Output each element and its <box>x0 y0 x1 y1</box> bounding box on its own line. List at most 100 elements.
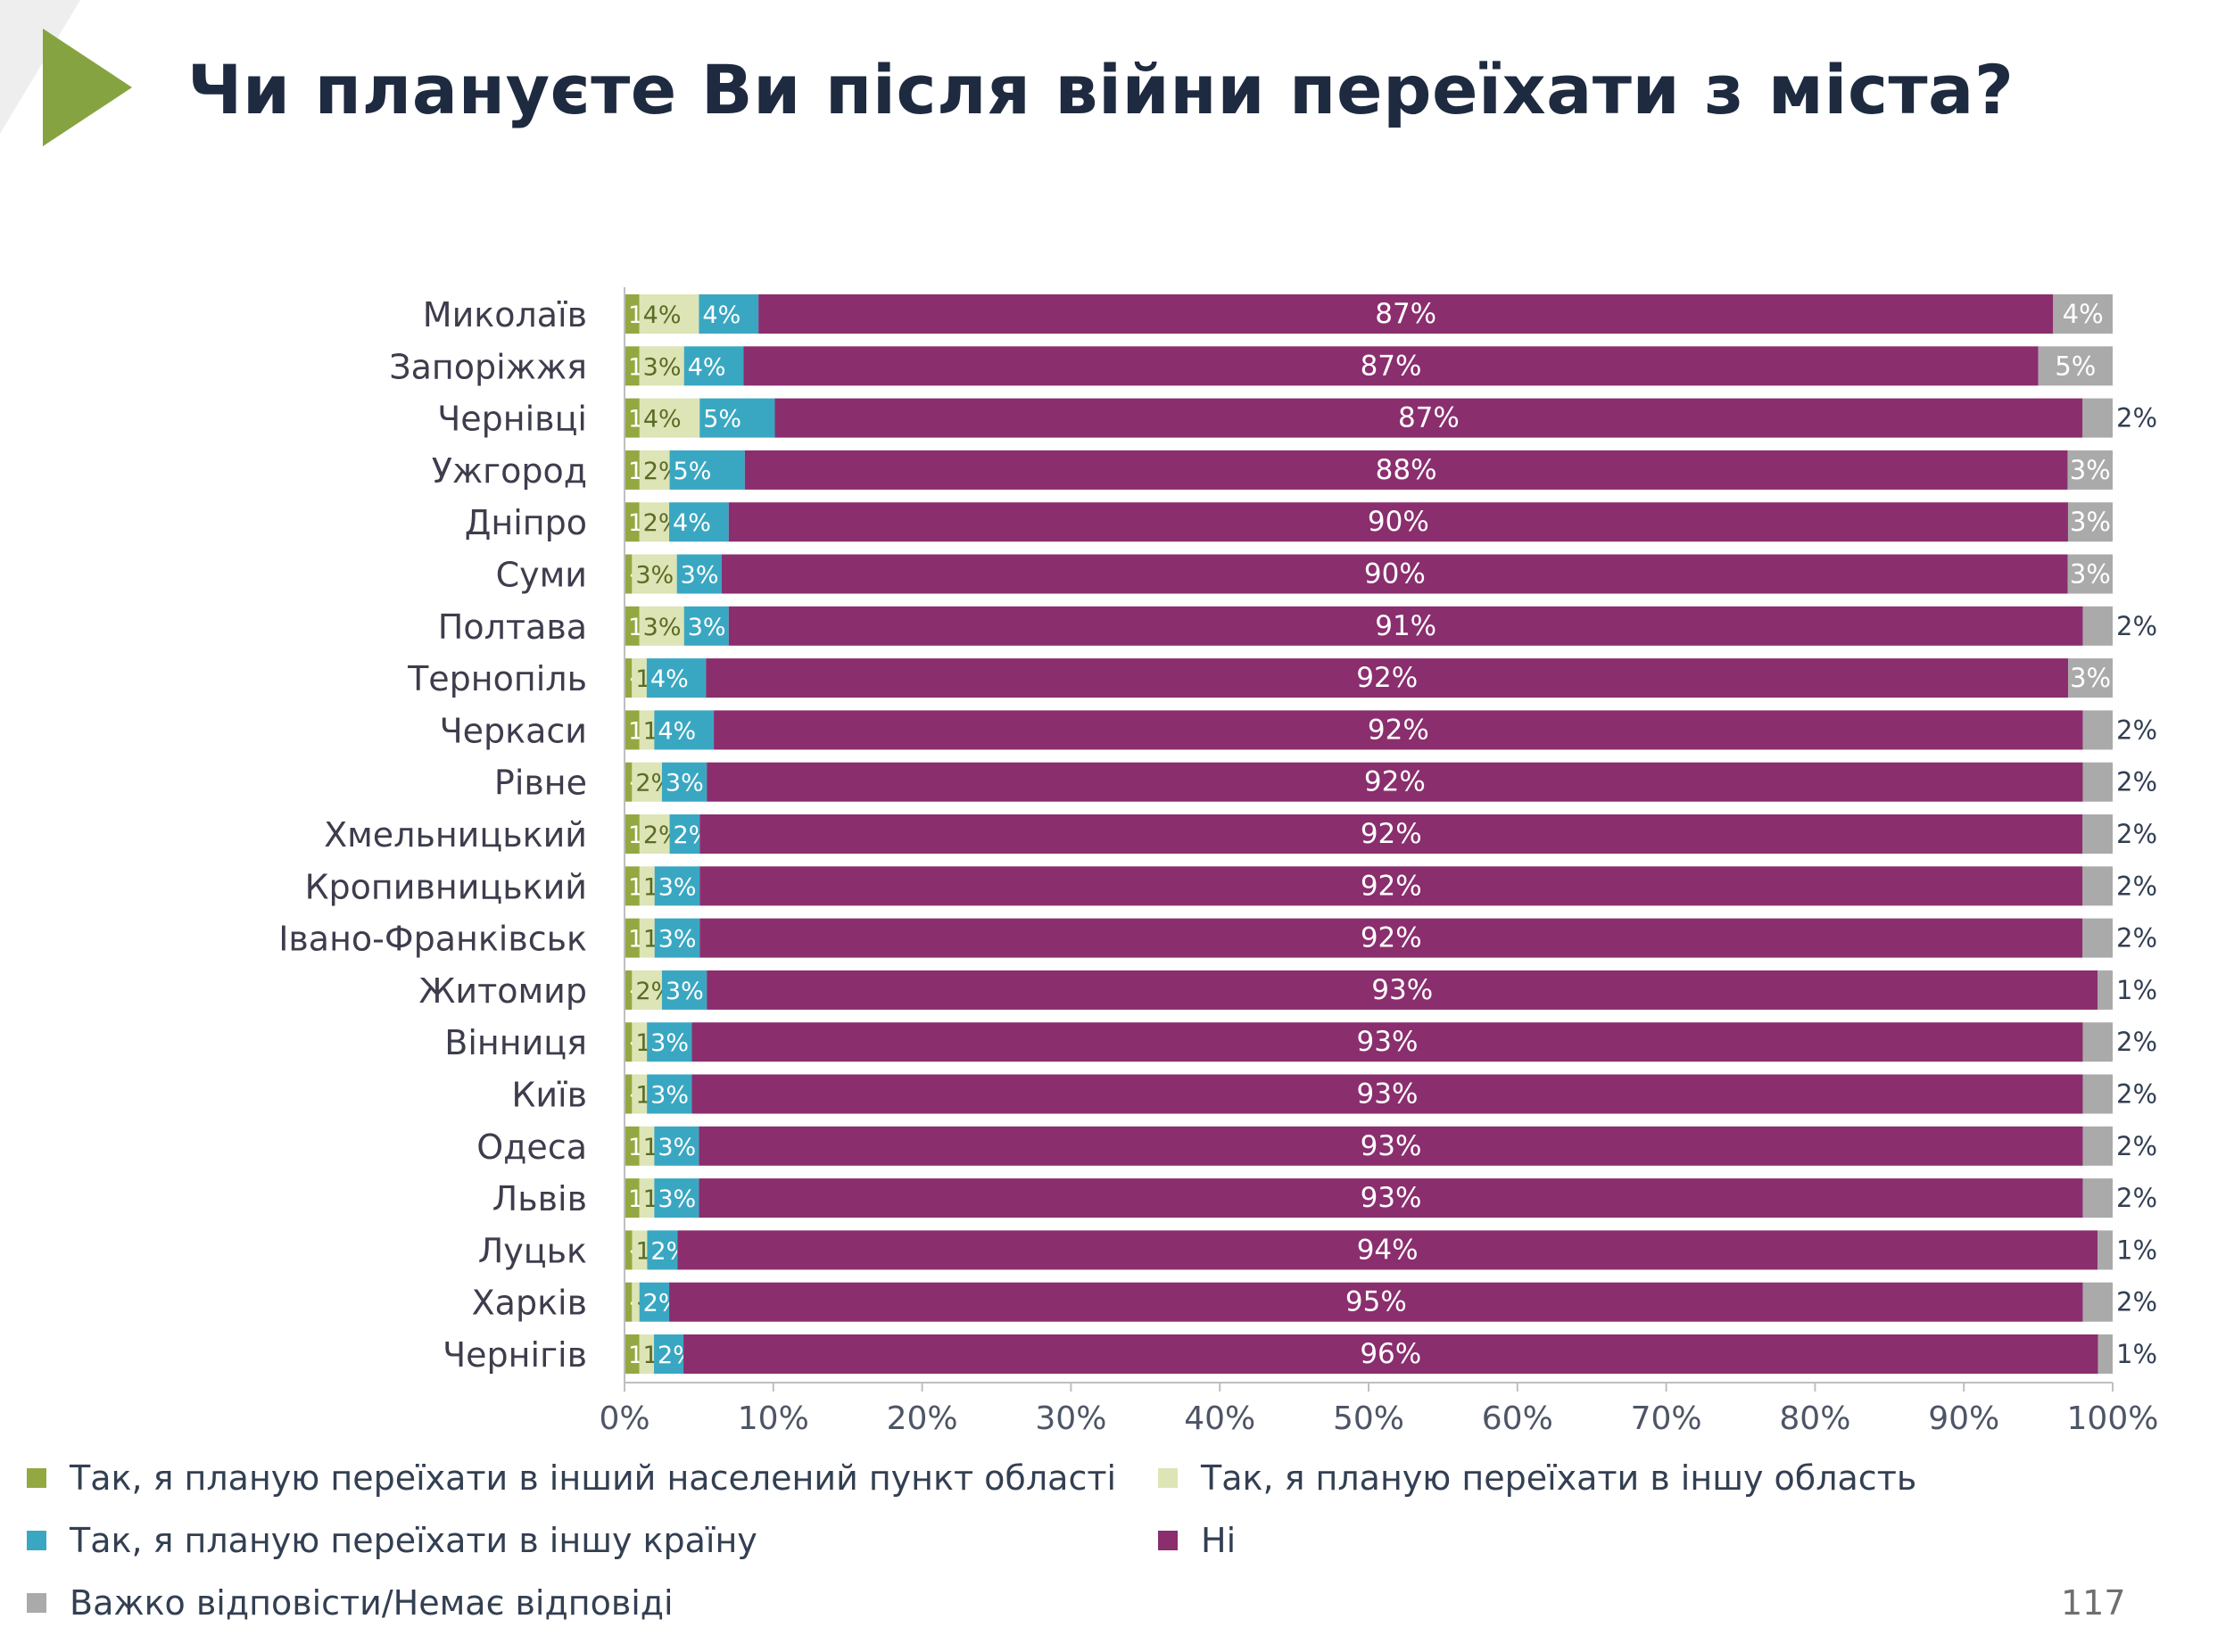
bar-segment <box>639 1334 655 1374</box>
bar-segment <box>707 970 2098 1010</box>
data-label: 96% <box>1360 1338 1421 1370</box>
data-label: 3% <box>688 614 726 641</box>
bar-segment <box>647 1022 692 1062</box>
bar-segment <box>647 1230 678 1270</box>
data-label: 3% <box>658 873 697 901</box>
bar-segment <box>774 398 2083 438</box>
category-label: Суми <box>496 556 587 595</box>
bar-segment <box>2082 866 2113 906</box>
data-label: 2% <box>2116 767 2157 797</box>
data-label: 92% <box>1368 714 1429 746</box>
data-label: 93% <box>1357 1078 1419 1111</box>
legend-label: Важко відповісти/Немає відповіді <box>70 1583 674 1623</box>
bar-segment <box>661 762 707 802</box>
bar-segment <box>707 762 2083 802</box>
data-label: 4% <box>688 353 726 381</box>
bar-segment <box>2082 1282 2113 1322</box>
bar-segment <box>632 1022 648 1062</box>
bar-segment <box>625 866 640 906</box>
page-title: Чи плануєте Ви після війни переїхати з м… <box>187 50 2015 129</box>
bar-segment <box>632 1074 648 1114</box>
data-label: 94% <box>1357 1234 1419 1266</box>
bar-segment <box>639 398 700 438</box>
data-label: 3% <box>635 562 674 590</box>
bar-segment <box>669 502 729 542</box>
bar-segment <box>639 450 670 490</box>
bar-segment <box>639 606 684 646</box>
bar-segment <box>706 658 2069 698</box>
data-label: 5% <box>703 406 741 434</box>
bar-segment <box>2082 918 2113 958</box>
bar-segment <box>639 294 699 334</box>
data-label: 4% <box>702 301 741 329</box>
data-label: 2% <box>2116 1027 2157 1057</box>
bar-segment <box>683 346 744 386</box>
legend-label: Так, я планую переїхати в іншу область <box>1201 1458 1917 1498</box>
bar-segment <box>2097 1334 2113 1374</box>
bar-segment <box>654 866 700 906</box>
data-label: 3% <box>650 1082 689 1110</box>
x-tick-label: 50% <box>1333 1400 1404 1437</box>
bar-segment <box>728 606 2083 646</box>
data-label: 3% <box>2070 559 2111 590</box>
data-label: 2% <box>2116 1287 2157 1317</box>
bar-segment <box>2082 1126 2113 1166</box>
bar-segment <box>639 866 655 906</box>
bar-segment <box>2082 1178 2113 1218</box>
bar-segment <box>632 1282 640 1322</box>
data-label: 93% <box>1361 1182 1422 1214</box>
x-tick-label: 70% <box>1631 1400 1702 1437</box>
bar-segment <box>699 866 2083 906</box>
bar-segment <box>2097 970 2113 1010</box>
data-label: 87% <box>1361 350 1422 382</box>
data-label: 92% <box>1361 922 1422 954</box>
bar-segment <box>625 1178 640 1218</box>
data-label: 3% <box>658 926 697 954</box>
category-label: Хмельницький <box>324 815 587 855</box>
legend-label: Так, я планую переїхати в іншу країну <box>70 1521 757 1560</box>
bar-segment <box>699 918 2083 958</box>
legend-item-other-settlement: Так, я планую переїхати в інший населени… <box>27 1458 1116 1498</box>
bar-segment <box>625 710 640 750</box>
bar-segment <box>2067 450 2113 490</box>
legend-swatch <box>27 1531 46 1550</box>
bar-segment <box>639 502 670 542</box>
page-number: 117 <box>2061 1583 2126 1623</box>
data-label: 91% <box>1375 610 1436 642</box>
data-label: 92% <box>1356 662 1418 694</box>
bar-segment <box>647 1074 692 1114</box>
x-tick-label: 30% <box>1035 1400 1106 1437</box>
data-label: 92% <box>1361 818 1422 850</box>
legend-label: Так, я планую переїхати в інший населени… <box>70 1458 1117 1498</box>
x-tick-label: 100% <box>2067 1400 2159 1437</box>
bar-segment <box>2053 294 2113 334</box>
x-tick-label: 0% <box>599 1400 650 1437</box>
x-tick-label: 20% <box>887 1400 958 1437</box>
data-label: 93% <box>1361 1130 1422 1162</box>
category-label: Житомир <box>419 971 588 1011</box>
category-label: Львів <box>492 1179 587 1218</box>
data-label: 3% <box>650 1029 689 1057</box>
data-label: 90% <box>1368 506 1429 538</box>
category-label: Дніпро <box>465 503 587 542</box>
data-label: 92% <box>1361 870 1422 902</box>
bar-segment <box>691 1022 2083 1062</box>
bar-segment <box>683 606 729 646</box>
bar-segment <box>2082 1074 2113 1114</box>
data-label: 3% <box>658 1185 696 1213</box>
data-label: 3% <box>2070 455 2111 485</box>
bar-segment <box>625 450 640 490</box>
bar-segment <box>661 970 707 1010</box>
data-label: 2% <box>2116 923 2157 954</box>
bar-segment <box>632 970 662 1010</box>
bar-segment <box>654 1126 699 1166</box>
data-label: 5% <box>674 458 712 485</box>
data-label: 2% <box>2116 1183 2157 1213</box>
bar-segment <box>2082 814 2113 854</box>
category-label: Вінниця <box>444 1023 587 1062</box>
x-tick-label: 40% <box>1184 1400 1255 1437</box>
bar-segment <box>2038 346 2113 386</box>
bar-segment <box>625 814 640 854</box>
bar-segment <box>699 294 759 334</box>
category-label: Івано-Франківськ <box>278 920 587 959</box>
